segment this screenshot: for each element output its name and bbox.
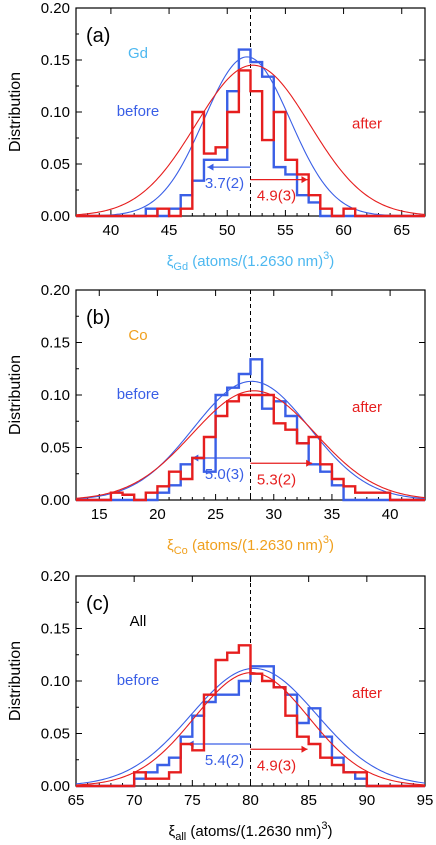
panel-a-gaussian-fit-before xyxy=(75,56,426,217)
panel-b-xtick-label: 30 xyxy=(265,506,282,523)
panel-a-element-label: Gd xyxy=(128,45,148,62)
panel-c-series-label-after: after xyxy=(352,685,382,702)
panel-b-width-value-before: 5.0(3) xyxy=(205,466,244,483)
panel-b-ytick-label: 0.05 xyxy=(41,440,70,457)
panel-b-ytick-label: 0.15 xyxy=(41,335,70,352)
panel-c-width-arrowhead-after xyxy=(301,745,308,753)
panel-c-xtick-label: 95 xyxy=(417,792,434,809)
panel-a-xtick-label: 60 xyxy=(335,222,352,239)
panel-b-histogram-after xyxy=(76,393,425,502)
panel-b-x-axis-superscript: 3 xyxy=(323,534,329,546)
panel-a-x-axis-symbol: ξ xyxy=(167,253,174,270)
panel-b-ytick-label: 0.10 xyxy=(41,387,70,404)
panel-a-x-axis-label: ξGd (atoms/(1.2630 nm)3) xyxy=(167,250,335,273)
panel-a-gaussian-fit-after xyxy=(75,64,426,216)
panel-a: 0.00 0.05 0.10 0.15 0.20 40 45 50 55 60 65 Distribu… xyxy=(7,0,426,273)
panel-b-xtick-label: 15 xyxy=(91,506,108,523)
panel-a-xtick-label: 50 xyxy=(219,222,236,239)
panel-b-series-label-after: after xyxy=(352,399,382,416)
panel-c-y-axis-label: Distribution xyxy=(7,641,24,721)
panel-c-xtick-label: 75 xyxy=(184,792,201,809)
panel-a-ytick-label: 0.20 xyxy=(41,0,70,17)
panel-a-xtick-label: 45 xyxy=(161,222,178,239)
panel-c-x-axis-superscript: 3 xyxy=(321,820,327,832)
panel-a-panel-label: (a) xyxy=(86,25,110,47)
panel-a-x-axis-close: ) xyxy=(329,253,334,270)
panel-b-xtick-label: 35 xyxy=(324,506,341,523)
panel-c-ytick-label: 0.20 xyxy=(41,568,70,585)
panel-b-x-axis-subscript: Co xyxy=(174,545,188,557)
panel-a-x-axis-unit: (atoms/(1.2630 nm) xyxy=(188,253,323,270)
panel-b-gaussian-fit-before xyxy=(75,380,426,500)
panel-c-panel-label: (c) xyxy=(86,593,109,615)
panel-c-xtick-label: 90 xyxy=(358,792,375,809)
panel-c-ytick-label: 0.10 xyxy=(41,673,70,690)
panel-a-ytick-label: 0.05 xyxy=(41,156,70,173)
panel-a-x-axis-subscript: Gd xyxy=(173,261,188,273)
panel-b-width-arrowhead-after xyxy=(306,459,313,467)
panel-c-x-axis-unit: (atoms/(1.2630 nm) xyxy=(186,823,321,840)
panel-c-element-label: All xyxy=(130,613,147,630)
panel-c-xtick-label: 80 xyxy=(242,792,259,809)
panel-a-xtick-label: 40 xyxy=(103,222,120,239)
panel-c-x-axis-symbol: ξ xyxy=(169,823,176,840)
panel-b-series-label-before: before xyxy=(117,386,160,403)
panel-c-series-label-before: before xyxy=(117,672,160,689)
panel-c: 0.00 0.05 0.10 0.15 0.20 65 70 75 80 85 90 95 Distri… xyxy=(7,568,433,843)
panel-c-gaussian-fit-after xyxy=(75,672,426,786)
panel-c-width-value-after: 4.9(3) xyxy=(257,757,296,774)
panel-b-xtick-label: 25 xyxy=(207,506,224,523)
panel-c-xtick-label: 85 xyxy=(300,792,317,809)
panel-b-width-value-after: 5.3(2) xyxy=(257,471,296,488)
panel-b-x-axis-unit: (atoms/(1.2630 nm) xyxy=(188,537,323,554)
panel-a-width-arrowhead-before xyxy=(207,163,214,171)
panel-c-width-value-before: 5.4(2) xyxy=(205,752,244,769)
panel-a-xtick-label: 65 xyxy=(393,222,410,239)
panel-b-histogram-before xyxy=(76,358,425,502)
panel-c-ytick-label: 0.00 xyxy=(41,778,70,795)
panel-b-xtick-label: 40 xyxy=(382,506,399,523)
panel-c-xtick-label: 65 xyxy=(68,792,85,809)
panel-c-ytick-label: 0.05 xyxy=(41,726,70,743)
panel-b-element-label: Co xyxy=(128,327,147,344)
panel-c-x-axis-close: ) xyxy=(327,823,332,840)
panel-a-xtick-label: 55 xyxy=(277,222,294,239)
panel-b-panel-label: (b) xyxy=(86,307,110,329)
panel-b-gaussian-fit-after xyxy=(75,390,426,499)
panel-b: 0.00 0.05 0.10 0.15 0.20 15 20 25 30 35 40 Distribu… xyxy=(7,282,426,557)
panel-b-x-axis-close: ) xyxy=(329,537,334,554)
panel-a-y-axis-label: Distribution xyxy=(7,72,24,152)
panel-a-ytick-label: 0.00 xyxy=(41,208,70,225)
panel-b-x-axis-symbol: ξ xyxy=(167,537,174,554)
panel-c-x-axis-subscript: all xyxy=(175,831,186,843)
panel-b-xtick-label: 20 xyxy=(149,506,166,523)
panel-a-width-arrowhead-after xyxy=(301,176,308,184)
panel-a-histogram-after xyxy=(76,69,425,218)
panel-a-ytick-label: 0.10 xyxy=(41,104,70,121)
panel-a-width-value-before: 3.7(2) xyxy=(205,175,244,192)
panel-c-x-axis-label: ξall (atoms/(1.2630 nm)3) xyxy=(169,820,333,843)
panel-a-series-label-before: before xyxy=(117,103,160,120)
panel-b-ytick-label: 0.00 xyxy=(41,492,70,509)
panel-c-xtick-label: 70 xyxy=(126,792,143,809)
panel-b-ytick-label: 0.20 xyxy=(41,282,70,299)
panel-b-x-axis-label: ξCo (atoms/(1.2630 nm)3) xyxy=(167,534,334,557)
panel-a-x-axis-superscript: 3 xyxy=(323,250,329,262)
panel-c-histogram-after xyxy=(76,644,425,788)
panel-a-width-value-after: 4.9(3) xyxy=(257,188,296,205)
panel-b-y-axis-label: Distribution xyxy=(7,355,24,435)
panel-c-ytick-label: 0.15 xyxy=(41,621,70,638)
panel-a-ytick-label: 0.15 xyxy=(41,52,70,69)
panel-a-series-label-after: after xyxy=(352,116,382,133)
